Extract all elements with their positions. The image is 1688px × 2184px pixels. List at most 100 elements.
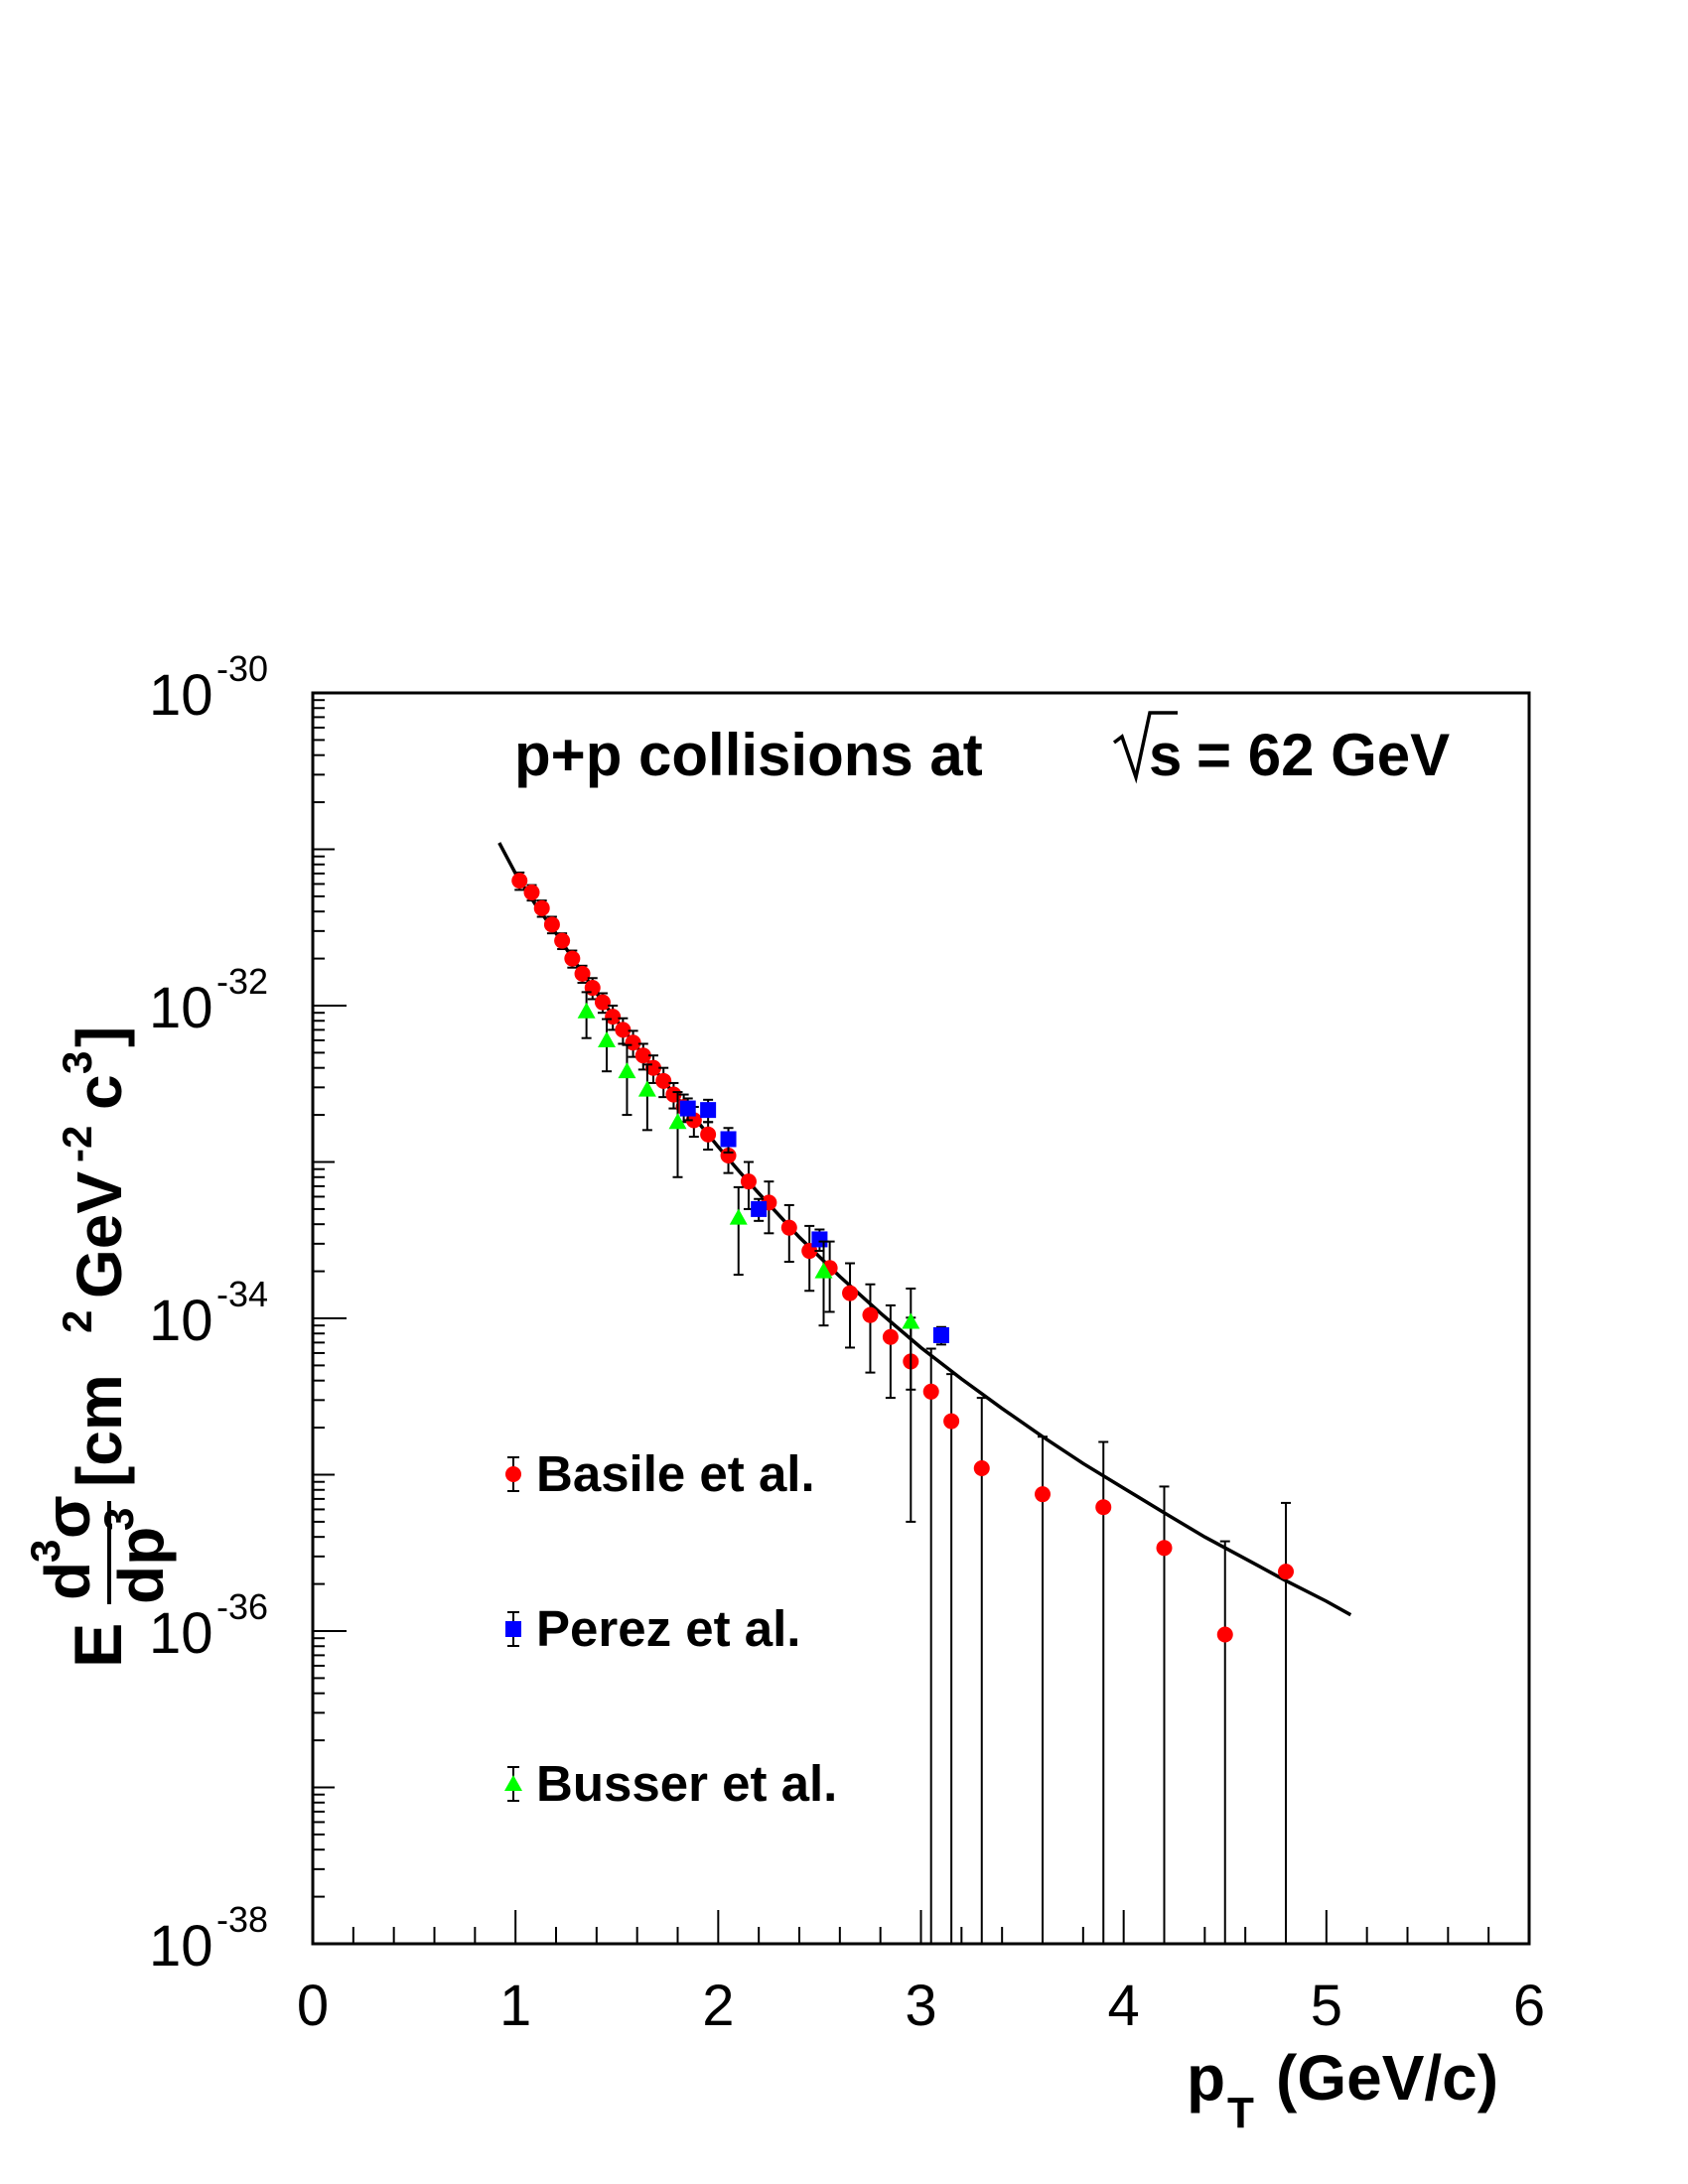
axis-ticks	[312, 692, 1530, 1945]
data-point	[700, 1121, 717, 1152]
marker-circle	[780, 1219, 797, 1236]
y-tick-label-exponent: -34	[216, 1274, 268, 1314]
marker-square	[679, 1100, 696, 1117]
y-tick-label-exponent: -32	[216, 961, 268, 1002]
marker-triangle	[668, 1113, 687, 1130]
marker-circle	[1035, 1486, 1051, 1503]
y-axis-title-unit-c: c	[64, 1074, 135, 1110]
data-point	[577, 991, 596, 1039]
data-point	[720, 1127, 737, 1154]
x-tick-label: 5	[1311, 1974, 1342, 2038]
marker-circle	[1278, 1564, 1294, 1580]
y-axis-title-num-sigma: σ	[32, 1495, 103, 1539]
x-axis-title-sub: T	[1227, 2089, 1254, 2137]
marker-circle	[922, 1383, 939, 1400]
marker-triangle	[598, 1030, 617, 1047]
data-point	[618, 1043, 636, 1117]
marker-triangle	[618, 1062, 636, 1079]
x-tick-labels: 0 1 2 3 4 5 6	[297, 1974, 1545, 2038]
data-point	[932, 1325, 949, 1346]
data-point	[862, 1283, 879, 1374]
data-point	[922, 1347, 939, 1944]
marker-circle	[594, 994, 611, 1011]
marker-circle	[862, 1306, 879, 1323]
y-tick-label: 10 -32	[149, 961, 268, 1040]
legend-label-busser: Busser et al.	[536, 1755, 837, 1812]
data-point	[679, 1097, 696, 1122]
data-point	[740, 1160, 757, 1210]
y-axis-title: E d 3 σ dp 3 [cm 2 GeV -2 c 3 ]	[22, 1026, 177, 1668]
legend-label-perez: Perez et al.	[536, 1600, 800, 1657]
x-tick-label: 3	[905, 1974, 936, 2038]
y-axis-title-unit-b: GeV	[64, 1171, 135, 1298]
data-point	[700, 1098, 717, 1124]
data-point	[814, 1240, 833, 1327]
chart-title: p+p collisions at s = 62 GeV	[514, 711, 1450, 788]
y-axis-title-unit-close: ]	[64, 1026, 135, 1047]
x-axis-title: p T (GeV/c)	[1187, 2042, 1498, 2137]
data-point	[668, 1091, 687, 1178]
marker-circle	[511, 873, 528, 889]
marker-circle	[605, 1009, 622, 1025]
marker-circle	[1095, 1499, 1112, 1516]
y-tick-label: 10 -34	[149, 1274, 268, 1353]
data-point	[554, 932, 571, 951]
data-point	[1156, 1485, 1173, 1944]
data-point	[943, 1373, 960, 1944]
y-axis-title-den-d: dp	[105, 1527, 177, 1604]
legend-entry-busser: Busser et al.	[504, 1755, 837, 1812]
legend-marker-circle-icon	[505, 1466, 521, 1482]
marker-triangle	[577, 1002, 596, 1019]
marker-circle	[1156, 1540, 1173, 1557]
marker-circle	[943, 1413, 960, 1430]
series-busser	[577, 991, 920, 1391]
marker-square	[811, 1231, 828, 1248]
marker-triangle	[902, 1312, 920, 1329]
marker-circle	[543, 916, 560, 933]
plot-border	[311, 691, 1531, 1946]
data-point	[1035, 1435, 1051, 1944]
data-point	[564, 949, 581, 969]
marker-circle	[533, 899, 550, 916]
x-tick-label: 0	[297, 1974, 329, 2038]
data-point	[533, 899, 550, 918]
series-basile	[511, 871, 1294, 1944]
marker-circle	[1216, 1626, 1233, 1643]
y-tick-label-exponent: -36	[216, 1586, 268, 1627]
marker-circle	[554, 932, 571, 949]
marker-square	[700, 1102, 717, 1119]
marker-circle	[625, 1034, 641, 1051]
marker-circle	[564, 950, 581, 967]
data-point	[605, 1005, 622, 1031]
marker-circle	[973, 1459, 990, 1476]
legend: Basile et al. Perez et al. Busser et al.	[504, 1445, 837, 1812]
marker-circle	[700, 1126, 717, 1143]
data-point	[615, 1017, 632, 1045]
data-points	[511, 871, 1294, 1944]
marker-circle	[655, 1072, 672, 1089]
x-tick-label: 2	[702, 1974, 734, 2038]
marker-circle	[615, 1022, 632, 1038]
sqrt-sign-icon	[1112, 711, 1178, 784]
marker-circle	[882, 1328, 899, 1345]
legend-marker-triangle-icon	[504, 1775, 522, 1791]
legend-entry-perez: Perez et al.	[505, 1600, 800, 1657]
marker-triangle	[814, 1262, 833, 1279]
x-axis-title-rest: (GeV/c)	[1276, 2042, 1498, 2114]
marker-triangle	[729, 1208, 748, 1225]
data-point	[574, 964, 591, 984]
y-axis-title-unit-b-exp: -2	[54, 1126, 100, 1162]
data-point	[729, 1185, 748, 1277]
data-point	[637, 1063, 656, 1132]
x-axis-title-main: p	[1187, 2042, 1225, 2114]
y-axis-title-num-d: d	[32, 1562, 103, 1600]
chart-title-post: = 62 GeV	[1196, 722, 1450, 788]
data-point	[973, 1397, 990, 1944]
marker-triangle	[637, 1080, 656, 1097]
data-point	[594, 992, 611, 1015]
y-tick-label: 10 -38	[149, 1899, 268, 1979]
y-tick-label-base: 10	[149, 1289, 213, 1353]
marker-square	[720, 1131, 737, 1148]
y-tick-label-base: 10	[149, 663, 213, 728]
